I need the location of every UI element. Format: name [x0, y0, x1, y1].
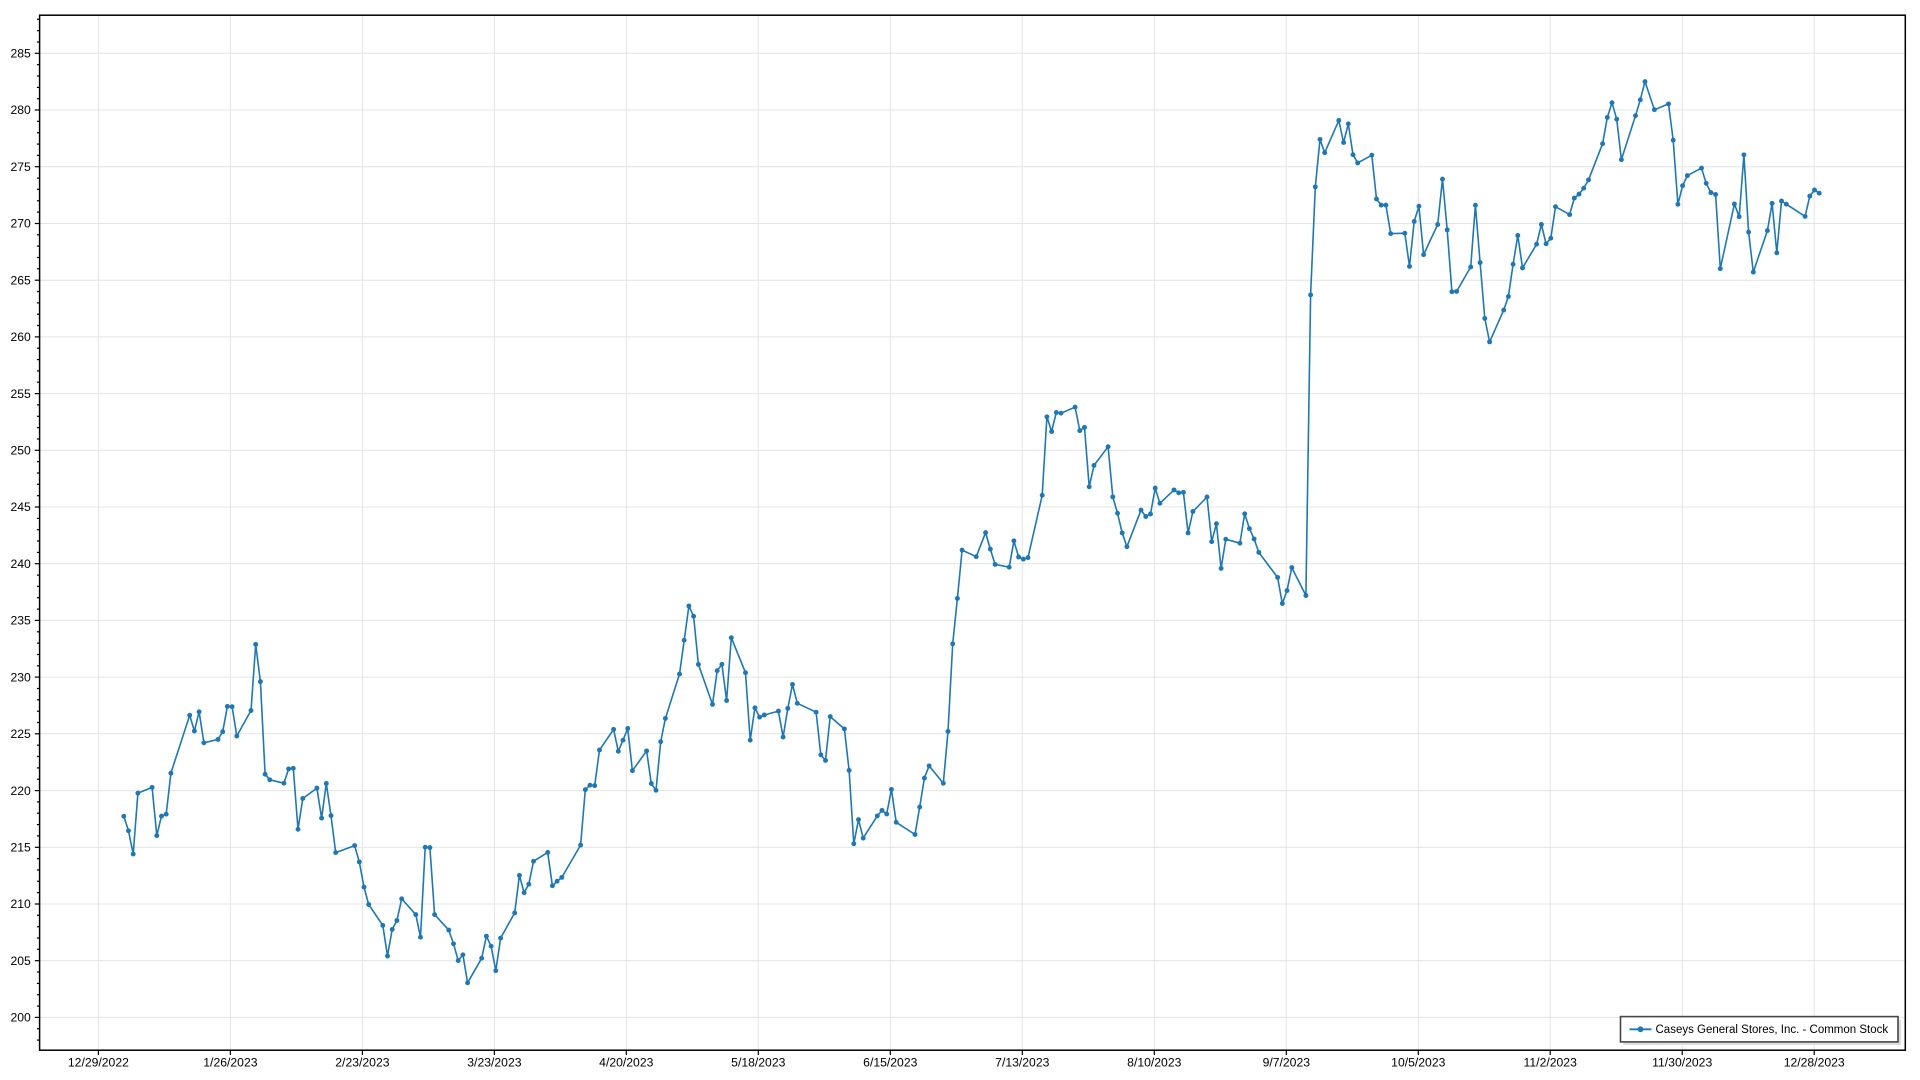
svg-text:6/15/2023: 6/15/2023 [863, 1056, 917, 1070]
svg-text:12/29/2022: 12/29/2022 [68, 1056, 129, 1070]
svg-text:4/20/2023: 4/20/2023 [599, 1056, 653, 1070]
svg-text:205: 205 [10, 954, 31, 968]
svg-text:220: 220 [10, 784, 31, 798]
svg-text:12/28/2023: 12/28/2023 [1784, 1056, 1845, 1070]
svg-text:230: 230 [10, 670, 31, 684]
svg-text:200: 200 [10, 1011, 31, 1025]
svg-text:11/30/2023: 11/30/2023 [1652, 1056, 1712, 1070]
svg-text:280: 280 [10, 103, 31, 117]
svg-text:11/2/2023: 11/2/2023 [1524, 1056, 1578, 1070]
svg-text:235: 235 [10, 614, 31, 628]
svg-text:1/26/2023: 1/26/2023 [203, 1056, 257, 1070]
svg-text:5/18/2023: 5/18/2023 [731, 1056, 785, 1070]
svg-text:240: 240 [10, 557, 31, 571]
svg-text:215: 215 [10, 841, 31, 855]
svg-text:225: 225 [10, 727, 31, 741]
svg-text:255: 255 [10, 387, 31, 401]
svg-text:Caseys General Stores, Inc. -: Caseys General Stores, Inc. - Common Sto… [1656, 1024, 1889, 1036]
svg-text:250: 250 [10, 444, 31, 458]
svg-text:265: 265 [10, 273, 31, 287]
svg-text:260: 260 [10, 330, 31, 344]
svg-text:9/7/2023: 9/7/2023 [1263, 1056, 1311, 1070]
svg-text:8/10/2023: 8/10/2023 [1127, 1056, 1181, 1070]
svg-text:3/23/2023: 3/23/2023 [467, 1056, 521, 1070]
svg-text:245: 245 [10, 500, 31, 514]
svg-text:270: 270 [10, 217, 31, 231]
svg-text:2/23/2023: 2/23/2023 [335, 1056, 389, 1070]
svg-text:275: 275 [10, 160, 31, 174]
svg-text:7/13/2023: 7/13/2023 [995, 1056, 1049, 1070]
svg-text:10/5/2023: 10/5/2023 [1391, 1056, 1445, 1070]
svg-text:210: 210 [10, 897, 31, 911]
svg-text:285: 285 [10, 47, 31, 61]
